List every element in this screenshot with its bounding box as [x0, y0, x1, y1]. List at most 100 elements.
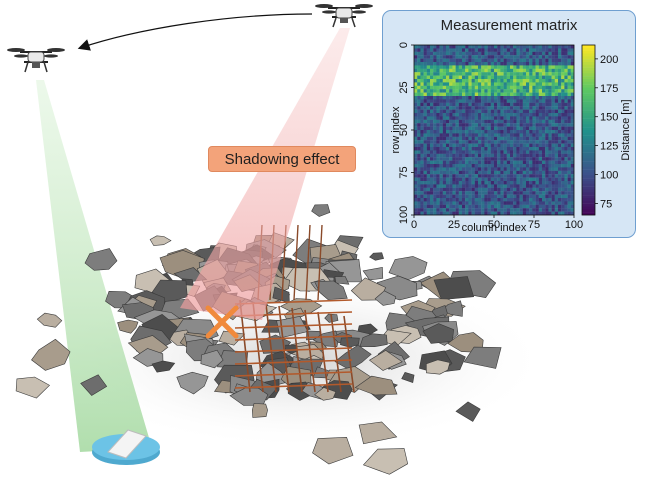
heatmap-cell [535, 150, 539, 154]
heatmap-cell [545, 184, 549, 188]
heatmap-cell [436, 123, 440, 127]
heatmap-cell [526, 68, 530, 73]
heatmap-cell [468, 150, 472, 154]
drone-left-icon [7, 48, 65, 73]
heatmap-cell [497, 92, 501, 97]
heatmap-cell [478, 75, 482, 80]
heatmap-cell [548, 45, 552, 49]
heatmap-cell [564, 204, 568, 209]
heatmap-cell [548, 191, 552, 195]
heatmap-cell [462, 79, 466, 83]
heatmap-cell [532, 167, 536, 171]
heatmap-cell [442, 184, 447, 188]
heatmap-cell [497, 55, 501, 59]
heatmap-cell [545, 82, 549, 86]
heatmap-cell [446, 55, 450, 59]
heatmap-cell [452, 140, 456, 144]
heatmap-cell [481, 62, 485, 66]
heatmap-cell [564, 123, 568, 127]
heatmap-cell [471, 174, 475, 178]
colorbar-segment [582, 76, 595, 80]
heatmap-cell [455, 208, 459, 212]
heatmap-cell [522, 198, 527, 202]
heatmap-cell [471, 116, 475, 120]
heatmap-cell [487, 68, 491, 73]
heatmap-cell [417, 170, 421, 175]
heatmap-cell [474, 133, 479, 137]
heatmap-cell [500, 177, 504, 182]
heatmap-cell [519, 126, 523, 131]
heatmap-cell [548, 147, 552, 151]
heatmap-cell [542, 119, 546, 124]
heatmap-cell [542, 167, 546, 171]
heatmap-cell [564, 201, 568, 205]
heatmap-cell [449, 51, 453, 56]
heatmap-cell [433, 58, 437, 63]
colorbar-segment [582, 212, 595, 216]
heatmap-cell [538, 51, 543, 56]
heatmap-cell [433, 68, 437, 73]
rebar-bar [330, 313, 342, 393]
heatmap-cell [430, 92, 434, 97]
heatmap-cell [532, 136, 536, 141]
heatmap-cell [446, 72, 450, 76]
heatmap-cell [548, 72, 552, 76]
heatmap-cell [545, 92, 549, 97]
heatmap-cell [570, 181, 575, 185]
heatmap-cell [500, 147, 504, 151]
heatmap-cell [465, 55, 469, 59]
heatmap-cell [570, 58, 575, 63]
heatmap-cell [465, 96, 469, 100]
heatmap-cell [545, 150, 549, 154]
heatmap-cell [414, 116, 418, 120]
heatmap-cell [554, 58, 559, 63]
heatmap-cell [564, 194, 568, 199]
heatmap-cell [551, 150, 555, 154]
heatmap-cell [426, 65, 431, 69]
colorbar-segment [582, 195, 595, 199]
heatmap-cell [430, 140, 434, 144]
heatmap-cell [564, 167, 568, 171]
heatmap-cell [535, 211, 539, 216]
heatmap-cell [478, 58, 482, 63]
heatmap-cell [465, 164, 469, 168]
heatmap-cell [570, 82, 575, 86]
heatmap-cell [446, 181, 450, 185]
heatmap-cell [554, 85, 559, 90]
heatmap-cell [506, 96, 511, 100]
heatmap-cell [468, 58, 472, 63]
heatmap-cell [433, 119, 437, 124]
heatmap-cell [526, 123, 530, 127]
heatmap-cell [446, 123, 450, 127]
heatmap-cell [532, 65, 536, 69]
heatmap-cell [538, 55, 543, 59]
colorbar-segment [582, 200, 595, 204]
heatmap-cell [548, 123, 552, 127]
heatmap-cell [519, 89, 523, 93]
heatmap-cell [455, 102, 459, 107]
heatmap-cell [529, 48, 533, 52]
heatmap-cell [481, 198, 485, 202]
heatmap-cell [564, 187, 568, 192]
heatmap-cell [558, 89, 562, 93]
heatmap-cell [487, 109, 491, 114]
heatmap-cell [417, 96, 421, 100]
heatmap-cell [532, 177, 536, 182]
heatmap-cell [417, 150, 421, 154]
heatmap-cell [494, 119, 498, 124]
heatmap-cell [417, 153, 421, 158]
heatmap-cell [481, 181, 485, 185]
heatmap-cell [490, 68, 495, 73]
heatmap-cell [468, 72, 472, 76]
heatmap-cell [478, 55, 482, 59]
heatmap-cell [548, 85, 552, 90]
colorbar-segment [582, 87, 595, 91]
heatmap-cell [529, 184, 533, 188]
heatmap-cell [570, 45, 575, 49]
heatmap-cell [503, 45, 507, 49]
heatmap-cell [417, 123, 421, 127]
heatmap-cell [442, 204, 447, 209]
heatmap-cell [462, 123, 466, 127]
heatmap-cell [564, 89, 568, 93]
heatmap-cell [462, 170, 466, 175]
